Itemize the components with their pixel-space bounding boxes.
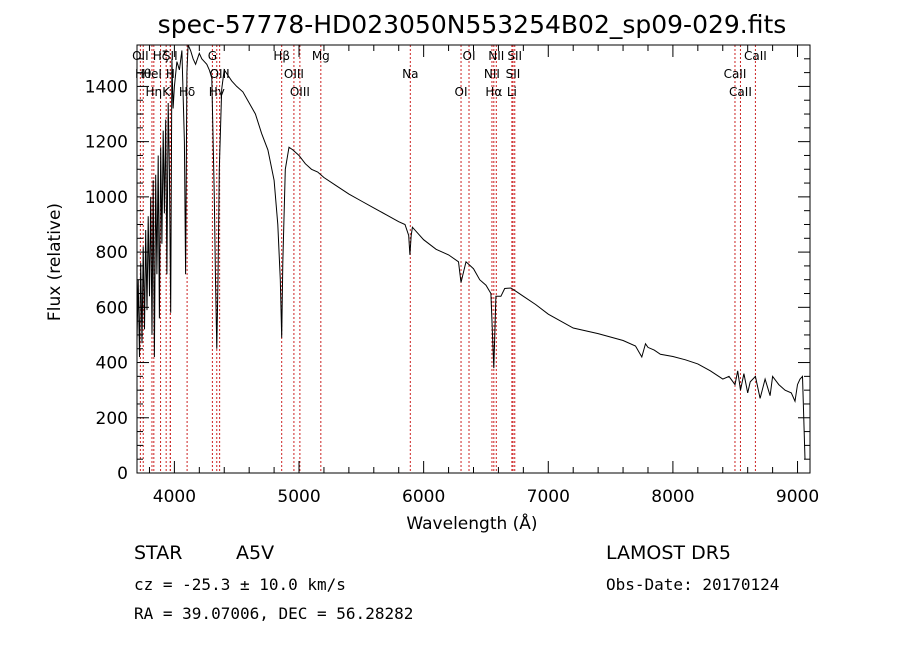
x-tick-label: 9000 [776,487,819,507]
x-tick-label: 4000 [153,487,196,507]
spectral-line-label: OI [455,85,468,99]
x-tick-label: 8000 [651,487,694,507]
y-tick-label: 600 [96,298,128,318]
object-subclass: A5V [236,542,274,564]
spectral-line-label: NII [484,67,500,81]
spectral-line-label: OII [132,49,149,63]
plot-frame [136,44,811,474]
spectral-line-label: Hα [485,85,502,99]
x-tick-label: 7000 [527,487,570,507]
spectral-line-label: CaII [729,85,752,99]
spectral-line-label: Hθ [135,67,151,81]
spectral-line-label: CaII [724,67,747,81]
x-tick-label: 6000 [402,487,445,507]
y-tick-label: 0 [117,464,128,484]
spectrum-line [136,44,806,460]
spectral-line-markers [139,45,756,473]
spectral-line-label: CaII [744,49,767,63]
y-axis-label: Flux (relative) [45,203,65,321]
spectral-line-label: Na [402,67,418,81]
spectral-line-label: OI [463,49,476,63]
y-tick-label: 1200 [85,133,128,153]
spectral-line-label: G [208,49,217,63]
spectral-line-label: SII [506,67,521,81]
spectral-line-label: Li [507,85,517,99]
spectral-line-label: Mg [312,49,330,63]
axis-ticks: 4000 5000 6000 7000 8000 9000 0 200 400 600 800 100… [85,45,819,507]
survey-name: LAMOST DR5 [606,542,731,564]
spectral-line-label: OIII [284,67,304,81]
spectral-line-label: Hβ [273,49,290,63]
y-tick-label: 800 [96,243,128,263]
spectral-line-label: H [166,67,175,81]
y-tick-label: 200 [96,409,128,429]
y-tick-label: 1400 [85,77,128,97]
spectral-line-label: SII [163,49,178,63]
spectral-line-label: NII [488,49,504,63]
spectral-line-label: HeI [142,67,162,81]
y-tick-label: 400 [96,354,128,374]
object-class: STAR [134,542,182,564]
coordinates: RA = 39.07006, DEC = 56.28282 [134,604,413,623]
spectral-line-label: SII [507,49,522,63]
spectral-line-label: Hη [146,85,163,99]
spectral-line-label: Hζ [153,49,169,63]
spectral-line-label: Hγ [209,85,225,99]
obs-date: Obs-Date: 20170124 [606,575,779,594]
x-axis-label: Wavelength (Å) [406,512,537,534]
spectral-line-label: K [162,85,171,99]
chart-title: spec-57778-HD023050N553254B02_sp09-029.f… [158,10,787,39]
spectral-line-label: OIII [290,85,310,99]
redshift-text: cz = -25.3 ± 10.0 km/s [134,575,346,594]
y-tick-label: 1000 [85,188,128,208]
x-tick-label: 5000 [277,487,320,507]
